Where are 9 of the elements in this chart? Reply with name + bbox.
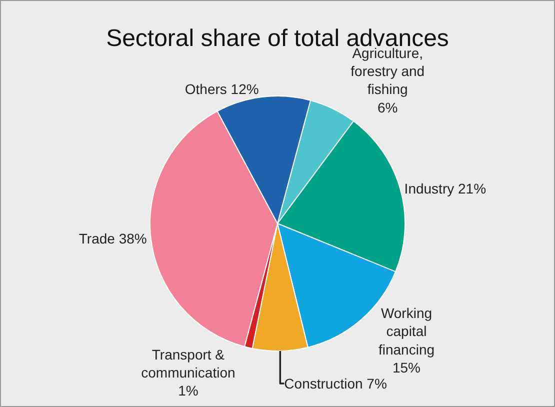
slice-label: Working capital financing: [378, 304, 435, 358]
data-label: 6%: [377, 99, 398, 116]
slice-label: Trade 38%: [78, 230, 147, 246]
data-label: 1%: [178, 382, 198, 399]
slice-label: Industry 21%: [404, 180, 486, 197]
data-label: 15%: [392, 360, 420, 376]
slice-label: Transport & communication: [141, 346, 236, 380]
slice-label: Others 12%: [184, 80, 259, 97]
slice-label: Construction 7%: [284, 376, 387, 392]
